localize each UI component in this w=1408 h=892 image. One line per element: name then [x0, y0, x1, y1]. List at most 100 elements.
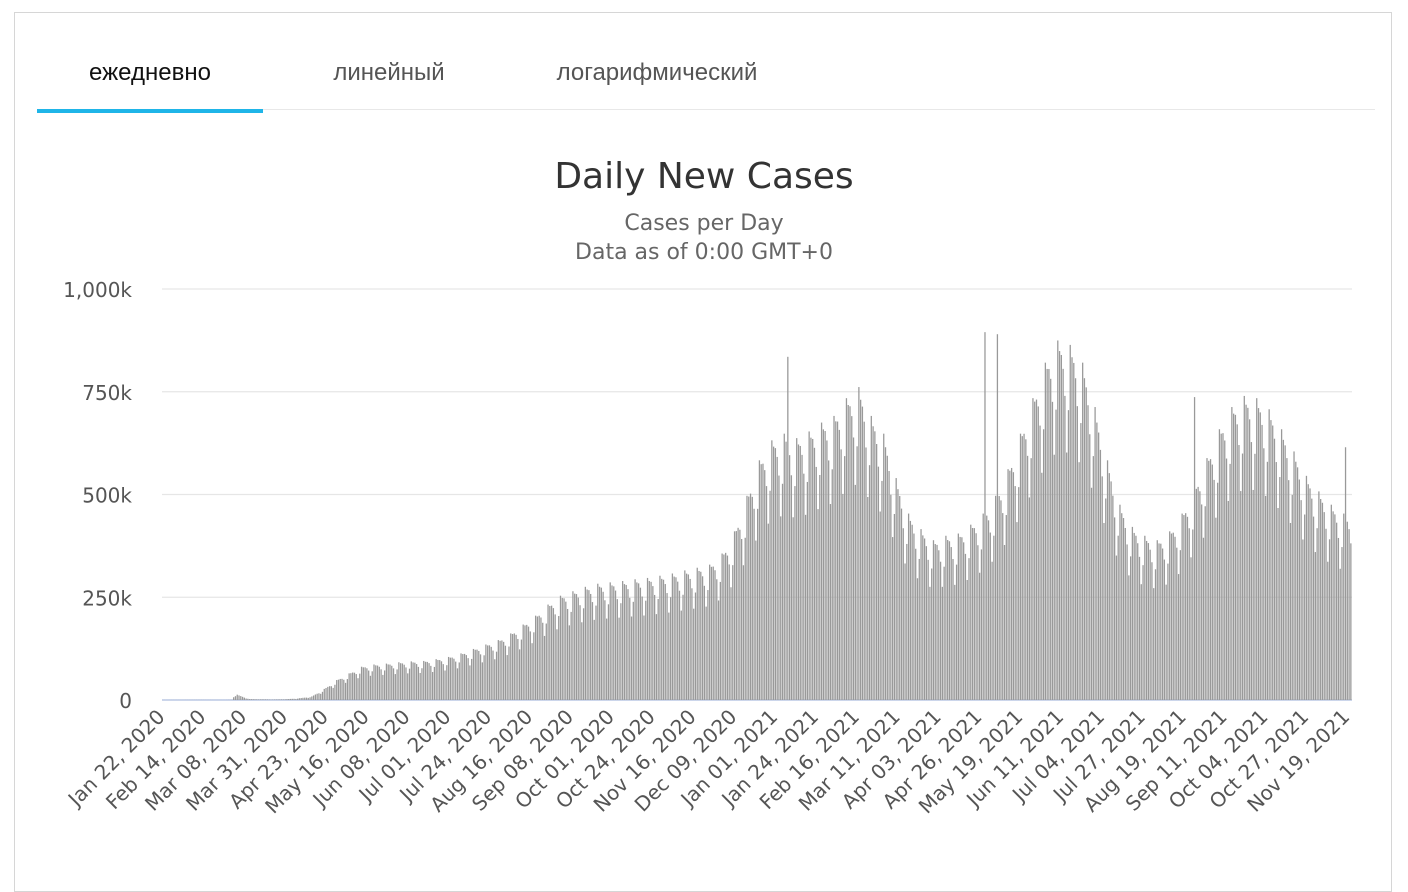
bar — [325, 688, 326, 700]
bar — [1130, 556, 1131, 700]
bar — [304, 698, 305, 700]
bar — [592, 602, 593, 700]
bar — [681, 611, 682, 700]
bar — [565, 602, 566, 700]
bar — [807, 482, 808, 700]
bar — [917, 578, 918, 700]
bar — [608, 604, 609, 700]
bar — [233, 697, 234, 700]
bar — [467, 658, 468, 700]
bar — [624, 584, 625, 700]
bar — [418, 667, 419, 700]
bar — [1128, 575, 1129, 700]
bar — [778, 476, 779, 700]
bar — [805, 515, 806, 700]
bar — [1285, 445, 1286, 700]
bar — [466, 655, 467, 700]
bar — [677, 582, 678, 700]
bar — [1023, 434, 1024, 700]
bar — [411, 661, 412, 700]
bar — [736, 531, 737, 700]
bar — [638, 583, 639, 700]
bar — [951, 547, 952, 700]
bar — [555, 614, 556, 700]
bar — [1185, 513, 1186, 700]
bar — [897, 489, 898, 700]
bar — [997, 334, 998, 700]
bar — [594, 620, 595, 700]
bar — [1123, 518, 1124, 700]
bar — [455, 662, 456, 700]
bar — [1288, 480, 1289, 700]
bar — [258, 699, 259, 700]
bar — [460, 653, 461, 700]
bar — [1292, 495, 1293, 700]
bar — [1082, 363, 1083, 700]
bar — [396, 669, 397, 700]
bar — [1316, 528, 1317, 700]
bar — [302, 698, 303, 700]
bar — [290, 699, 291, 700]
bar — [416, 664, 417, 700]
bar — [1270, 420, 1271, 700]
bar — [277, 699, 278, 700]
bar — [647, 578, 648, 700]
bar — [668, 613, 669, 700]
bar — [865, 447, 866, 700]
bar — [952, 559, 953, 700]
bar — [597, 584, 598, 700]
bar — [1183, 515, 1184, 700]
bar — [1089, 434, 1090, 700]
bar — [428, 663, 429, 700]
bar — [1114, 517, 1115, 700]
bar — [1178, 574, 1179, 700]
bar — [1299, 480, 1300, 700]
bar — [1261, 425, 1262, 700]
bar — [631, 617, 632, 700]
bar — [940, 562, 941, 700]
bar — [404, 665, 405, 700]
bar — [913, 534, 914, 700]
bar — [883, 434, 884, 700]
bar — [771, 440, 772, 700]
bar — [1018, 487, 1019, 700]
bar — [425, 662, 426, 700]
bar — [1146, 541, 1147, 700]
bar — [986, 516, 987, 700]
bar — [531, 643, 532, 700]
bar — [311, 696, 312, 700]
bar — [1297, 467, 1298, 700]
bar — [906, 544, 907, 700]
bar — [1057, 340, 1058, 700]
bar — [729, 564, 730, 700]
bar — [251, 699, 252, 700]
bar — [1293, 451, 1294, 700]
bar — [894, 514, 895, 700]
bar — [649, 581, 650, 700]
bar — [414, 663, 415, 700]
bar — [327, 687, 328, 700]
bar — [1215, 518, 1216, 700]
bar — [1036, 400, 1037, 700]
bar — [377, 666, 378, 700]
bar — [702, 576, 703, 700]
bar — [1235, 415, 1236, 700]
bar — [322, 692, 323, 700]
bar — [595, 606, 596, 700]
bar — [537, 616, 538, 700]
bar — [245, 699, 246, 701]
bar — [1103, 523, 1104, 700]
bar — [963, 542, 964, 700]
bar — [924, 538, 925, 700]
bar — [1020, 434, 1021, 700]
bar — [295, 699, 296, 700]
y-tick-label: 1,000k — [63, 278, 132, 302]
bar — [1222, 433, 1223, 700]
bar — [549, 606, 550, 700]
bar — [698, 571, 699, 700]
bar — [1226, 459, 1227, 700]
bar — [343, 680, 344, 700]
bar — [1093, 456, 1094, 700]
bar — [1265, 496, 1266, 700]
bar — [1205, 506, 1206, 700]
